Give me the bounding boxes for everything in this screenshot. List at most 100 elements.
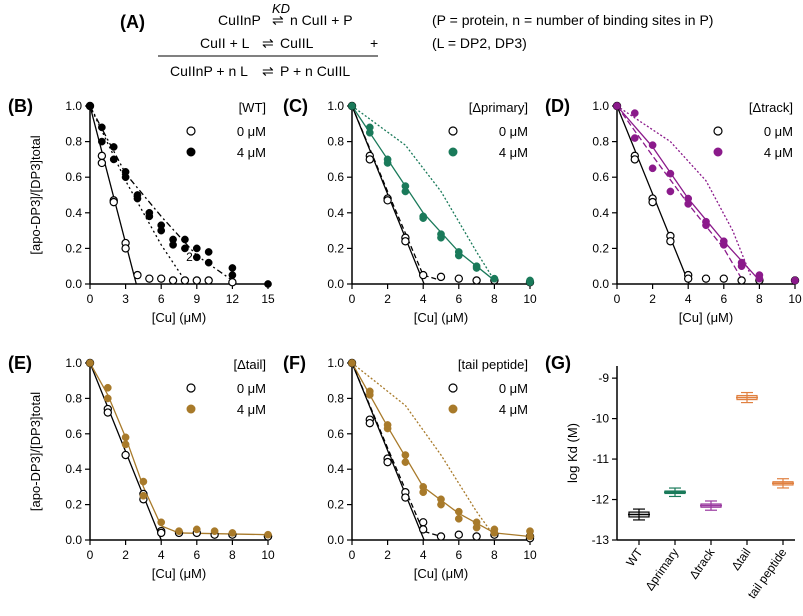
eq3-arrow: ⇌ <box>262 63 274 79</box>
point-4uM <box>648 141 657 150</box>
legend-marker-0uM <box>186 383 196 393</box>
x-tick-label: 6 <box>158 292 165 306</box>
point-4uM <box>437 500 445 509</box>
y-tick-label: 1.0 <box>327 99 344 113</box>
point-0uM <box>156 528 166 538</box>
point-4uM <box>472 264 481 272</box>
y-tick-label: 0.6 <box>327 427 344 441</box>
x-axis-label: [Cu] (μM) <box>152 566 206 581</box>
x-tick-label: 2 <box>122 548 129 562</box>
point-4uM <box>145 212 154 221</box>
point-4uM <box>630 134 639 142</box>
point-4uM <box>791 276 799 285</box>
point-4uM <box>526 278 534 287</box>
point-4uM <box>139 491 148 500</box>
point-4uM <box>365 128 374 137</box>
fit-line-reference <box>351 362 495 537</box>
x-tick-label: 6 <box>193 548 200 562</box>
x-tick-label: 4 <box>158 548 165 562</box>
y-tick-label: 0.0 <box>327 533 344 547</box>
point-0uM <box>365 155 374 164</box>
point-0uM <box>701 274 711 283</box>
point-0uM <box>719 274 729 283</box>
y-tick-label: 0.6 <box>65 427 82 441</box>
eq-note-ligand: (L = DP2, DP3) <box>432 35 527 51</box>
y-tick-label: 0.0 <box>327 277 344 291</box>
eq-note-protein: (P = protein, n = number of binding site… <box>432 12 713 28</box>
point-4uM <box>419 488 428 497</box>
x-tick-label: 2 <box>384 292 391 306</box>
point-0uM <box>472 532 481 541</box>
y-tick-label: -10 <box>592 412 610 426</box>
eq2-arrow: ⇌ <box>262 35 274 51</box>
point-0uM <box>180 276 190 285</box>
x-tick-label: 0 <box>614 292 621 306</box>
x-tick-label: 8 <box>756 292 763 306</box>
point-4uM <box>103 383 112 392</box>
panel-label: (E) <box>8 353 32 373</box>
legend-marker-4uM <box>448 404 458 414</box>
fit-line-dashed <box>351 362 442 538</box>
point-4uM <box>139 477 148 486</box>
point-4uM <box>86 359 94 367</box>
eq1-right: n CuII + P <box>290 12 353 28</box>
x-tick-label: Δtrack <box>686 545 718 582</box>
fit-line-reference <box>351 105 495 281</box>
y-tick-label: 1.0 <box>592 99 609 113</box>
x-axis-label: [Cu] (μM) <box>414 566 468 581</box>
legend-title: [tail peptide] <box>458 357 528 372</box>
point-4uM <box>472 523 481 532</box>
y-tick-label: 0.8 <box>327 391 344 405</box>
point-0uM <box>419 525 428 534</box>
point-4uM <box>737 262 746 271</box>
legend-title: [Δtail] <box>233 357 266 372</box>
point-4uM <box>401 187 410 196</box>
point-4uM <box>228 271 237 279</box>
point-4uM <box>192 253 201 262</box>
point-4uM <box>157 226 166 235</box>
point-0uM <box>630 155 640 164</box>
legend-marker-4uM <box>713 147 723 157</box>
panel-label: (C) <box>283 96 308 116</box>
point-4uM <box>348 359 356 367</box>
point-0uM <box>365 418 374 428</box>
x-tick-label: Δtail <box>729 546 754 573</box>
panel-f: (F) 0.0 0.2 0.4 0.6 0.8 1.0 0 2 4 6 8 10 [Cu] (μM) [ta… <box>283 353 537 581</box>
x-axis-label: [Cu] (μM) <box>679 310 733 325</box>
point-4uM <box>192 525 201 534</box>
point-0uM <box>97 151 107 161</box>
y-tick-label: 0.2 <box>327 498 344 512</box>
eq1-arrow: ⇌ <box>272 12 284 28</box>
point-4uM <box>648 164 657 173</box>
y-tick-label: 0.8 <box>592 135 609 149</box>
x-tick-label: Δprimary <box>642 546 681 593</box>
panel-e: (E) 0.0 0.2 0.4 0.6 0.8 1.0 0 2 4 6 8 10 [Cu] (μM) [ap… <box>8 353 275 581</box>
point-0uM <box>666 237 675 246</box>
y-tick-label: -11 <box>593 452 610 466</box>
point-4uM <box>228 264 237 272</box>
x-tick-label: 6 <box>455 292 462 306</box>
panel-b: (B) 0.0 0.2 0.4 0.6 0.8 1.0 0 3 6 9 12 15 [Cu] (μM) [a… <box>8 96 275 325</box>
y-tick-label: 1.0 <box>65 356 82 370</box>
y-tick-label: 0.2 <box>327 241 344 255</box>
eq3-left: CuIInP + n L <box>170 63 248 79</box>
x-tick-label: 10 <box>788 292 802 306</box>
point-0uM <box>133 270 142 280</box>
y-tick-label: 0.0 <box>65 533 82 547</box>
y-axis-label: [apo-DP3]/[DP3]total <box>28 392 43 511</box>
legend-marker-0uM <box>713 126 723 136</box>
point-4uM <box>109 155 118 164</box>
legend-label-4uM: 4 μM <box>237 145 266 160</box>
point-4uM <box>454 251 463 260</box>
point-4uM <box>264 280 272 288</box>
point-4uM <box>383 424 392 433</box>
point-4uM <box>181 244 189 253</box>
point-4uM <box>103 394 112 403</box>
y-tick-label: -12 <box>592 493 610 507</box>
point-4uM <box>210 527 219 536</box>
panel-label: (F) <box>283 353 306 373</box>
x-tick-label: 4 <box>420 292 427 306</box>
eq3-right: P + n CuIIL <box>280 63 350 79</box>
legend-label-0uM: 0 μM <box>764 124 793 139</box>
